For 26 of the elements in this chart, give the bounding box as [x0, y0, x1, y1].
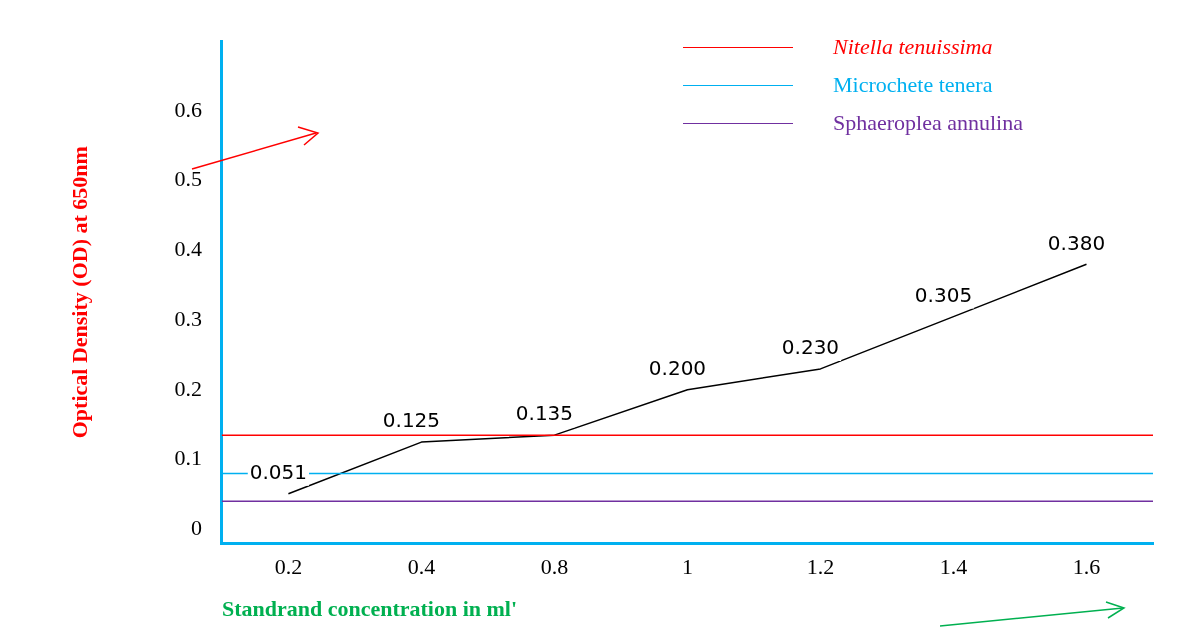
y-tick-label: 0.5	[174, 166, 202, 192]
legend-label: Sphaeroplea annulina	[833, 110, 1023, 136]
x-tick-label: 1	[681, 554, 693, 580]
legend-label: Nitella tenuissima	[833, 34, 993, 60]
text: 0.135	[515, 401, 574, 426]
text: 0.125	[382, 408, 441, 433]
x-tick-label: 1.4	[939, 554, 968, 580]
y-tick-label: 0.6	[174, 96, 202, 122]
x-tick-label: 1.2	[806, 554, 835, 580]
text: 0.380	[1047, 230, 1106, 255]
y-tick-label: 0.1	[174, 445, 202, 471]
x-tick-label: 0.4	[407, 554, 436, 580]
y-axis-title: Optical Density (OD) at 650nm	[66, 146, 92, 439]
y-tick-label: 0	[190, 515, 202, 541]
legend-label: Microchete tenera	[833, 72, 993, 98]
y-tick-label: 0.3	[174, 305, 202, 331]
text: 0.200	[648, 356, 707, 381]
text: 0.305	[914, 282, 973, 307]
x-axis-title: Standrand concentration in ml'	[221, 596, 518, 622]
x-tick-label: 0.2	[274, 554, 303, 580]
x-tick-label: 1.6	[1072, 554, 1101, 580]
y-tick-label: 0.4	[174, 236, 202, 262]
y-tick-label: 0.2	[174, 375, 202, 401]
text: 0.051	[249, 459, 308, 484]
text: 0.230	[781, 335, 840, 360]
x-tick-label: 0.8	[540, 554, 569, 580]
